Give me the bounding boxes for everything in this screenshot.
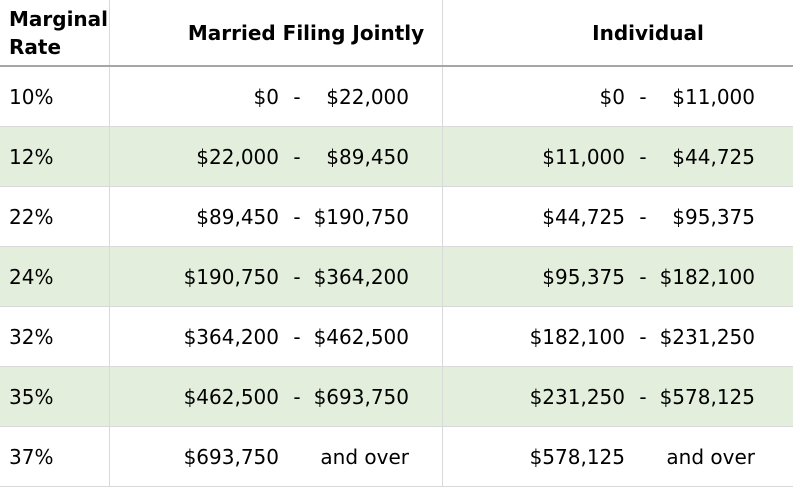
rate-cell: 37% (0, 427, 110, 486)
rate-cell: 24% (0, 247, 110, 306)
table-body: 10% $0 - $22,000 $0 - $11,000 12% $22,00… (0, 67, 793, 487)
individual-upper-bound: $231,250 (659, 324, 755, 349)
table-row: 22% $89,450 - $190,750 $44,725 - $95,375 (0, 187, 793, 247)
rate-cell: 32% (0, 307, 110, 366)
individual-lower-bound: $95,375 (542, 264, 625, 289)
range-dash: - (639, 264, 647, 289)
table-row: 35% $462,500 - $693,750 $231,250 - $578,… (0, 367, 793, 427)
rate-cell: 12% (0, 127, 110, 186)
individual-range-cell: $11,000 - $44,725 (443, 127, 793, 186)
header-individual: Individual (592, 20, 704, 45)
range-dash: - (639, 324, 647, 349)
header-marginal-rate: Marginal Rate (0, 0, 110, 65)
married-lower-bound: $190,750 (183, 264, 279, 289)
married-upper-bound: $190,750 (313, 204, 409, 229)
individual-lower-bound: $231,250 (529, 384, 625, 409)
table-row: 12% $22,000 - $89,450 $11,000 - $44,725 (0, 127, 793, 187)
individual-range-cell: $578,125 and over (443, 427, 793, 486)
range-dash: - (293, 384, 301, 409)
individual-range-cell: $44,725 - $95,375 (443, 187, 793, 246)
married-upper-bound: $364,200 (313, 264, 409, 289)
range-dash: - (293, 324, 301, 349)
married-upper-bound: $693,750 (313, 384, 409, 409)
married-range-cell: $462,500 - $693,750 (110, 367, 443, 426)
married-upper-bound: $22,000 (326, 84, 409, 109)
table-row: 32% $364,200 - $462,500 $182,100 - $231,… (0, 307, 793, 367)
rate-cell: 10% (0, 67, 110, 126)
individual-lower-bound: $182,100 (529, 324, 625, 349)
individual-range-cell: $95,375 - $182,100 (443, 247, 793, 306)
rate-cell: 35% (0, 367, 110, 426)
table-row: 24% $190,750 - $364,200 $95,375 - $182,1… (0, 247, 793, 307)
individual-upper-bound: $95,375 (672, 204, 755, 229)
individual-upper-bound: $44,725 (672, 144, 755, 169)
individual-upper-bound: $578,125 (659, 384, 755, 409)
tax-bracket-table: Marginal Rate Married Filing Jointly Ind… (0, 0, 793, 487)
range-dash: - (293, 204, 301, 229)
table-row: 10% $0 - $22,000 $0 - $11,000 (0, 67, 793, 127)
range-dash: - (293, 144, 301, 169)
married-lower-bound: $462,500 (183, 384, 279, 409)
rate-cell: 22% (0, 187, 110, 246)
married-lower-bound: $0 (253, 84, 279, 109)
individual-upper-bound: $11,000 (672, 84, 755, 109)
header-married-filing-jointly: Married Filing Jointly (110, 0, 443, 65)
married-range-cell: $89,450 - $190,750 (110, 187, 443, 246)
married-lower-bound: $693,750 (183, 444, 279, 469)
range-dash: - (293, 84, 301, 109)
married-upper-bound: and over (320, 444, 409, 469)
married-upper-bound: $462,500 (313, 324, 409, 349)
range-dash: - (639, 204, 647, 229)
married-range-cell: $693,750 and over (110, 427, 443, 486)
individual-lower-bound: $11,000 (542, 144, 625, 169)
married-range-cell: $22,000 - $89,450 (110, 127, 443, 186)
individual-upper-bound: $182,100 (659, 264, 755, 289)
individual-range-cell: $182,100 - $231,250 (443, 307, 793, 366)
individual-lower-bound: $578,125 (529, 444, 625, 469)
married-range-cell: $190,750 - $364,200 (110, 247, 443, 306)
range-dash: - (639, 144, 647, 169)
table-row: 37% $693,750 and over $578,125 and over (0, 427, 793, 487)
married-range-cell: $364,200 - $462,500 (110, 307, 443, 366)
individual-upper-bound: and over (666, 444, 755, 469)
table-header-row: Marginal Rate Married Filing Jointly Ind… (0, 0, 793, 67)
individual-range-cell: $231,250 - $578,125 (443, 367, 793, 426)
range-dash: - (293, 264, 301, 289)
range-dash: - (639, 84, 647, 109)
married-lower-bound: $89,450 (196, 204, 279, 229)
married-lower-bound: $22,000 (196, 144, 279, 169)
individual-lower-bound: $0 (599, 84, 625, 109)
married-range-cell: $0 - $22,000 (110, 67, 443, 126)
individual-lower-bound: $44,725 (542, 204, 625, 229)
individual-range-cell: $0 - $11,000 (443, 67, 793, 126)
married-upper-bound: $89,450 (326, 144, 409, 169)
married-lower-bound: $364,200 (183, 324, 279, 349)
range-dash: - (639, 384, 647, 409)
